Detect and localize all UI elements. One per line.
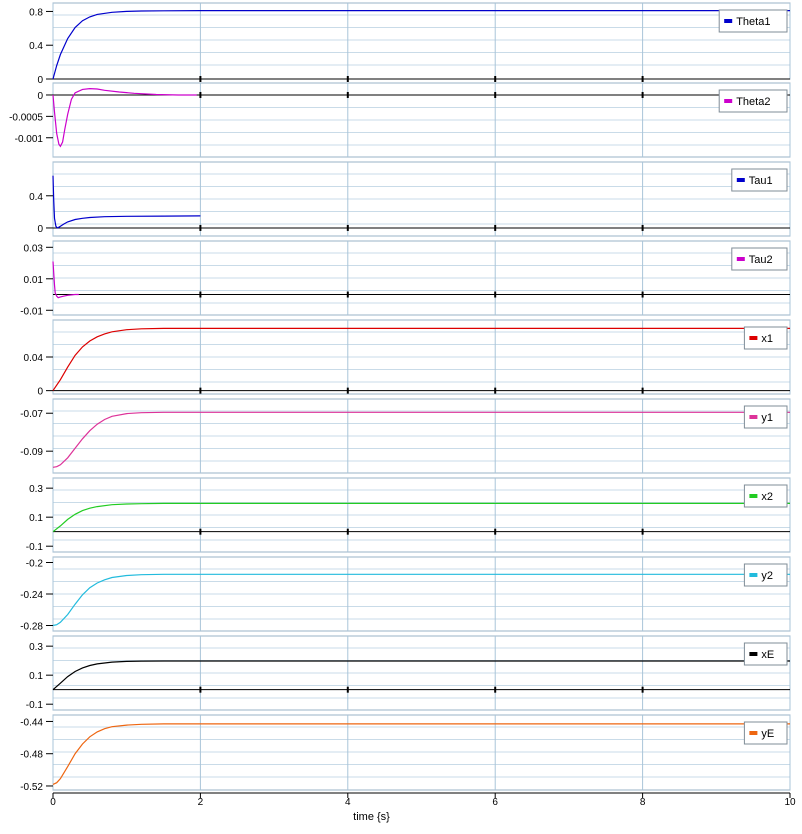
- legend-theta1: Theta1: [718, 9, 788, 33]
- y-tick-label: 0: [37, 224, 43, 235]
- series-line-y2: [52, 573, 790, 627]
- legend-swatch: [749, 731, 758, 735]
- series-line-tau1: [52, 175, 201, 229]
- panel-frame: [52, 2, 791, 80]
- y-tick-label: 0.01: [24, 275, 44, 286]
- legend-box: [743, 563, 788, 587]
- legend-label: Tau1: [749, 175, 773, 187]
- legend-ye: yE: [743, 721, 788, 745]
- legend-label: Theta1: [736, 16, 770, 28]
- legend-label: xE: [761, 649, 774, 661]
- legend-box: [731, 168, 788, 192]
- y-tick-label: 0: [37, 387, 43, 398]
- series-line-theta2: [52, 87, 197, 148]
- panel-tau2: -0.01 0.01 0.03 Tau2: [20, 240, 791, 317]
- y-tick-label: -0.09: [20, 447, 43, 458]
- legend-y1: y1: [743, 405, 788, 429]
- x-tick-label: 10: [784, 797, 796, 808]
- legend-swatch: [749, 494, 758, 498]
- x-tick-label: 2: [198, 797, 204, 808]
- y-tick-label: -0.07: [20, 409, 43, 420]
- x-tick-label: 8: [640, 797, 646, 808]
- legend-swatch: [724, 99, 733, 103]
- y-tick-label: 0: [37, 75, 43, 86]
- x-tick-label: 6: [492, 797, 498, 808]
- legend-swatch: [736, 257, 745, 261]
- legend-swatch: [749, 415, 758, 419]
- series-line-x2: [52, 502, 790, 533]
- y-tick-label: 0.1: [29, 513, 43, 524]
- legend-label: yE: [761, 728, 774, 740]
- legend-label: Theta2: [736, 96, 770, 108]
- legend-label: Tau2: [749, 254, 773, 266]
- legend-box: [718, 9, 788, 33]
- y-tick-label: -0.48: [20, 750, 43, 761]
- y-tick-label: 0.8: [29, 7, 43, 18]
- panel-theta1: 0 0.4 0.8 Theta1: [29, 2, 791, 86]
- legend-y2: y2: [743, 563, 788, 587]
- panel-y2: -0.28 -0.24 -0.2 y2: [20, 556, 791, 632]
- x-axis: 0 2 4 6 8 10 time {s}: [50, 792, 796, 823]
- legend-box: [731, 247, 788, 271]
- x-axis-label: time {s}: [353, 811, 390, 823]
- legend-box: [743, 721, 788, 745]
- series-line-xe: [52, 660, 790, 691]
- legend-box: [743, 642, 788, 666]
- legend-box: [743, 405, 788, 429]
- x-tick-label: 0: [50, 797, 56, 808]
- y-tick-label: 0.1: [29, 671, 43, 682]
- series-line-ye: [52, 723, 790, 785]
- series-line-y1: [52, 411, 790, 468]
- legend-swatch: [724, 19, 733, 23]
- legend-swatch: [749, 573, 758, 577]
- y-tick-label: 0.4: [29, 192, 43, 203]
- series-line-theta1: [52, 10, 790, 80]
- panel-x1: 0 0.04 x1: [24, 319, 791, 398]
- y-tick-label: 0.3: [29, 642, 43, 653]
- y-tick-label: 0: [37, 91, 43, 102]
- x-tick-label: 4: [345, 797, 351, 808]
- y-tick-label: -0.24: [20, 590, 43, 601]
- legend-box: [743, 326, 788, 350]
- y-tick-label: -0.44: [20, 717, 43, 728]
- legend-label: x1: [761, 333, 773, 345]
- y-tick-label: -0.52: [20, 782, 43, 793]
- legend-swatch: [736, 178, 745, 182]
- legend-label: y1: [761, 412, 773, 424]
- panel-theta2: -0.001 -0.0005 0 Theta2: [9, 82, 791, 158]
- legend-theta2: Theta2: [718, 89, 788, 113]
- panel-ye: -0.52 -0.48 -0.44 yE: [20, 714, 791, 793]
- y-tick-label: -0.28: [20, 621, 43, 632]
- panel-x2: -0.1 0.1 0.3 x2: [26, 477, 791, 553]
- y-tick-label: 0.04: [24, 353, 44, 364]
- y-tick-label: 0.3: [29, 484, 43, 495]
- y-tick-label: -0.1: [26, 700, 44, 711]
- legend-swatch: [749, 652, 758, 656]
- series-line-tau2: [52, 261, 79, 299]
- y-tick-label: -0.2: [26, 559, 44, 570]
- legend-box: [718, 89, 788, 113]
- series-line-x1: [52, 327, 790, 391]
- legend-tau2: Tau2: [731, 247, 788, 271]
- legend-x2: x2: [743, 484, 788, 508]
- legend-label: x2: [761, 491, 773, 503]
- legend-tau1: Tau1: [731, 168, 788, 192]
- legend-box: [743, 484, 788, 508]
- y-tick-label: -0.0005: [9, 112, 43, 123]
- panel-y1: -0.09 -0.07 y1: [20, 398, 791, 474]
- y-tick-label: -0.1: [26, 542, 44, 553]
- panel-xe: -0.1 0.1 0.3 xE: [26, 635, 791, 711]
- y-tick-label: 0.03: [24, 243, 44, 254]
- y-tick-label: 0.4: [29, 41, 43, 52]
- legend-xe: xE: [743, 642, 788, 666]
- y-tick-label: -0.01: [20, 306, 43, 317]
- legend-swatch: [749, 336, 758, 340]
- panel-tau1: 0 0.4 Tau1: [29, 161, 791, 237]
- y-tick-label: -0.001: [15, 134, 44, 145]
- legend-x1: x1: [743, 326, 788, 350]
- legend-label: y2: [761, 570, 773, 582]
